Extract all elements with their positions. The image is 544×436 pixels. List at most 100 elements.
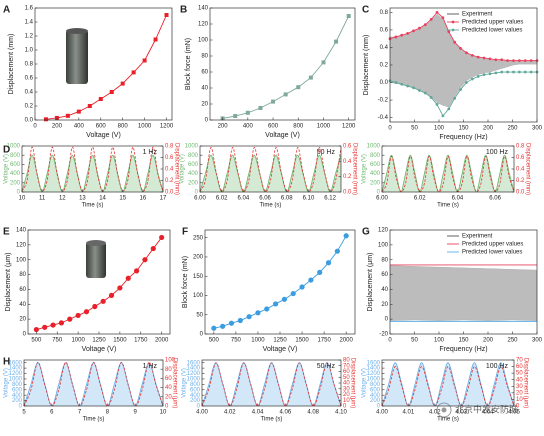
- y2-tick-label: 0.4: [165, 167, 174, 173]
- panel: 4.00 4.02 4.04 4.06 4.08 4.100200400600800100…: [182, 358, 356, 423]
- marker: [283, 92, 288, 97]
- marker: [488, 57, 492, 61]
- sample-photo-e: [86, 240, 106, 278]
- x-tick-label: 0: [388, 126, 392, 132]
- x-axis-title: Voltage (V): [265, 132, 300, 139]
- x-tick-label: 250: [507, 126, 518, 132]
- marker: [506, 59, 509, 63]
- x-tick-label: 4.01: [403, 410, 415, 416]
- y-axis-title: Voltage (V): [362, 368, 368, 398]
- y-tick-label: 0: [377, 404, 381, 410]
- y2-tick-label: 0.0: [516, 190, 525, 196]
- y-tick-label: 1.4: [25, 20, 34, 26]
- marker: [482, 56, 486, 60]
- y2-tick-label: 40: [516, 377, 523, 383]
- marker: [220, 323, 226, 329]
- panel: 500 750 1000 1250 1500 1750 2000 0 50 100 150 200 25…: [182, 227, 356, 353]
- y2-tick-label: 0.6: [516, 155, 525, 161]
- marker: [476, 75, 480, 78]
- y2-tick-label: 50: [516, 371, 523, 377]
- y-tick-label: 80: [19, 272, 26, 278]
- marker: [153, 37, 158, 42]
- y-tick-label: -0.4: [378, 115, 389, 121]
- marker: [334, 248, 340, 254]
- y-tick-label: 80: [381, 257, 388, 263]
- legend-label: Predicted lower values: [462, 250, 522, 256]
- x-tick-label: 400: [74, 124, 85, 130]
- marker: [465, 51, 468, 55]
- y-tick-label: 60: [201, 70, 208, 76]
- y2-tick-label: 20: [165, 394, 172, 400]
- panel-label: G: [362, 227, 370, 238]
- watermark-icon: [436, 402, 452, 418]
- x-tick-label: 1000: [251, 338, 265, 344]
- marker: [100, 298, 106, 304]
- y-tick-label: 1200: [9, 371, 23, 377]
- y-tick-label: 200: [10, 180, 21, 186]
- marker: [500, 58, 504, 62]
- plot-area: [202, 362, 341, 406]
- plot-area: [36, 237, 163, 330]
- marker: [142, 257, 148, 263]
- y-tick-label: 0: [19, 404, 23, 410]
- y-tick-label: 1000: [7, 144, 21, 150]
- y2-tick-label: 20: [516, 390, 523, 396]
- y-tick-label: 40: [381, 287, 388, 293]
- y2-tick-label: 50: [343, 375, 350, 381]
- marker: [423, 91, 427, 95]
- panel-label: H: [3, 357, 10, 368]
- experiment-band: [390, 13, 537, 108]
- y-tick-label: 0.6: [25, 76, 34, 82]
- x-tick-label: 1250: [273, 338, 287, 344]
- y-tick-label: 400: [370, 393, 381, 399]
- marker: [482, 73, 486, 77]
- y2-tick-label: 100: [165, 358, 176, 364]
- x-tick-label: 5: [22, 410, 26, 416]
- marker: [83, 309, 90, 315]
- x-tick-label: 13: [79, 196, 86, 202]
- y-tick-label: 100: [16, 257, 27, 263]
- x-tick-label: 6.00: [194, 196, 206, 202]
- y-tick-label: 140: [16, 228, 27, 234]
- x-tick-label: 300: [532, 338, 543, 344]
- y-tick-label: 400: [10, 171, 21, 177]
- x-tick-label: 8: [106, 410, 110, 416]
- x-tick-label: 7: [78, 410, 82, 416]
- marker: [429, 18, 433, 21]
- x-tick-label: 50: [411, 126, 418, 132]
- marker: [228, 320, 235, 326]
- y-tick-label: 60: [19, 287, 26, 293]
- legend-label: Predicted upper values: [462, 20, 523, 26]
- y-tick-label: 60: [381, 272, 388, 278]
- plot-frame: [381, 359, 515, 407]
- marker: [517, 70, 521, 74]
- x-tick-label: 6.10: [303, 196, 315, 202]
- y2-tick-label: 30: [343, 386, 350, 392]
- y-axis-title: Block force (mN): [185, 38, 192, 90]
- marker: [506, 70, 509, 74]
- y2-tick-label: 0.0: [165, 190, 174, 196]
- plot-frame: [23, 359, 164, 407]
- annotation: 1 Hz: [143, 149, 158, 156]
- marker: [334, 39, 339, 44]
- marker: [441, 16, 445, 20]
- y-tick-label: 0.2: [380, 63, 389, 69]
- x-tick-label: 14: [99, 196, 106, 202]
- x-axis-title: Voltage (V): [82, 346, 117, 353]
- y-tick-label: 800: [370, 382, 381, 388]
- marker: [42, 324, 48, 330]
- annotation: 1 Hz: [143, 363, 158, 370]
- x-tick-label: 4.02: [224, 410, 236, 416]
- y-tick-label: 200: [370, 398, 381, 404]
- area: [202, 362, 341, 406]
- x-tick-label: 750: [52, 338, 63, 344]
- x-tick-label: 6.08: [281, 196, 293, 202]
- x-tick-label: 2000: [155, 338, 169, 344]
- y-axis-title: Voltage (V): [4, 154, 10, 184]
- x-tick-label: 200: [483, 126, 494, 132]
- marker: [470, 53, 474, 57]
- y-tick-label: 400: [188, 171, 199, 177]
- panel: 0 200 400 600 800 1000 1200 0.0 0.2 0.4 0.6 0.8 1.0 1…: [3, 5, 174, 139]
- y-tick-label: 20: [201, 102, 208, 108]
- marker: [76, 109, 81, 114]
